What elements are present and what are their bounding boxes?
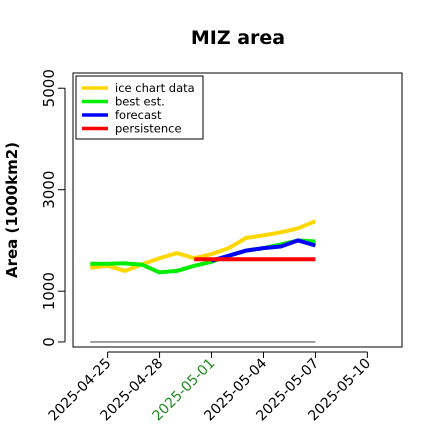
y-tick-label: 0 <box>40 337 58 347</box>
y-tick-label: 3000 <box>40 171 58 209</box>
plot-frame <box>72 72 403 348</box>
x-axis: 2025-04-252025-04-282025-05-012025-05-04… <box>46 351 374 424</box>
legend-label: best est. <box>115 95 165 109</box>
y-axis: 0 1000 3000 5000 <box>40 69 66 347</box>
legend-label: forecast <box>115 108 162 122</box>
series-line-ice-chart-data <box>90 219 317 273</box>
series-line-forecast <box>210 238 316 263</box>
chart-title: MIZ area <box>191 27 285 49</box>
legend-label: persistence <box>115 122 182 136</box>
y-axis-label: Area (1000km2) <box>3 142 21 278</box>
y-tick-label: 5000 <box>40 69 58 107</box>
series-layer <box>90 219 317 343</box>
legend-label: ice chart data <box>115 81 195 95</box>
y-tick-label: 1000 <box>40 272 58 310</box>
